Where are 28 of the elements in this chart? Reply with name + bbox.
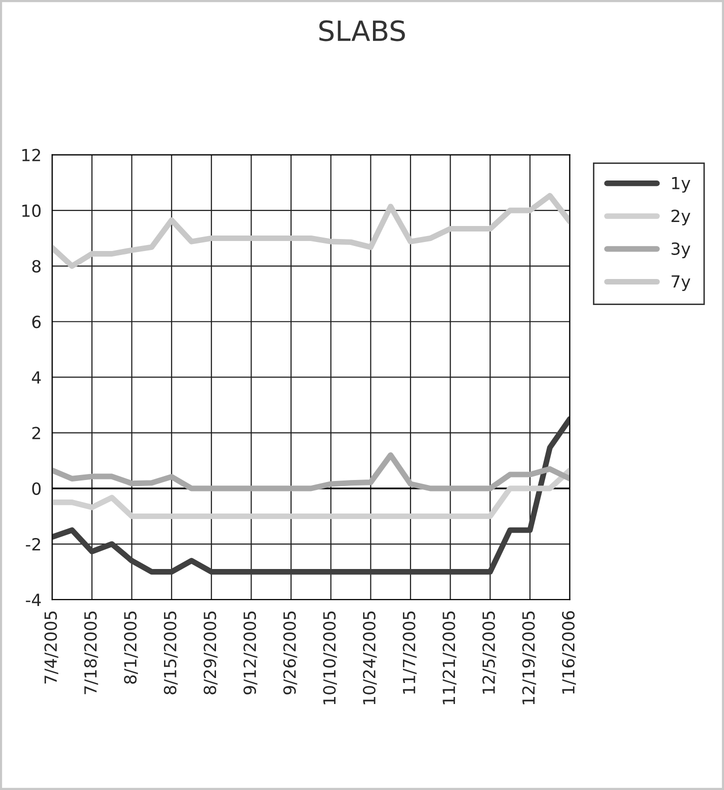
y-tick-label: 12 [22,148,40,162]
y-tick-label: 6 [32,316,41,328]
x-tick-label: 12/19/2005 [522,611,536,704]
y-tick-label: 0 [32,482,41,495]
x-tick-label: 9/12/2005 [243,611,258,694]
y-tick-label: -4 [26,594,41,606]
x-tick-label: 7/4/2005 [44,611,58,684]
x-tick-label: 12/5/2005 [482,611,496,694]
x-tick-label: 9/26/2005 [283,611,298,694]
x-tick-label: 10/24/2005 [362,611,377,704]
x-tick-label: 8/15/2005 [164,611,178,694]
legend-label: 3y [672,242,690,258]
x-tick-label: 8/1/2005 [124,611,138,684]
x-tick-label: 10/10/2005 [323,611,338,704]
y-tick-label: 10 [22,204,41,218]
legend-label: 1y [672,177,690,193]
x-tick-label: 1/16/2006 [562,611,576,694]
chart-title: SLABS [319,20,405,42]
x-tick-label: 7/18/2005 [84,611,98,694]
x-tick-label: 8/29/2005 [204,611,218,694]
x-tick-label: 11/7/2005 [402,611,417,694]
legend-label: 7y [672,275,690,292]
y-tick-label: 8 [32,260,41,273]
y-tick-label: -2 [26,538,40,550]
legend-label: 2y [672,210,690,226]
y-tick-label: 2 [32,426,40,440]
y-tick-label: 4 [32,371,41,384]
x-tick-label: 11/21/2005 [442,611,456,704]
